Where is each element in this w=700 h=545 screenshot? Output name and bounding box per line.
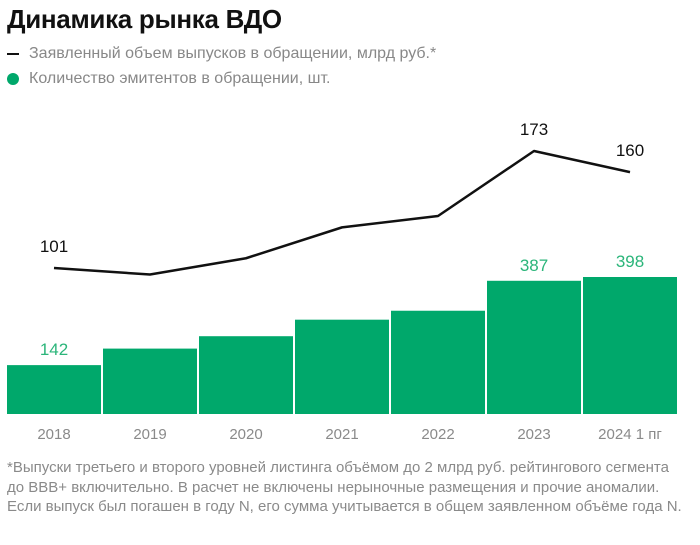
legend-label: Количество эмитентов в обращении, шт. — [29, 70, 331, 87]
bar-2020 — [199, 336, 293, 414]
line-label: 173 — [520, 120, 548, 139]
bar-label: 387 — [520, 256, 548, 275]
bar-2018 — [7, 365, 101, 414]
bar-2022 — [391, 310, 485, 414]
chart-title: Динамика рынка ВДО — [7, 4, 282, 34]
x-tick-label: 2021 — [325, 426, 358, 443]
bar-2021 — [295, 319, 389, 414]
line-label: 101 — [40, 237, 68, 256]
bar-label: 142 — [40, 340, 68, 359]
bar-2019 — [103, 348, 197, 414]
legend-label: Заявленный объем выпусков в обращении, м… — [29, 45, 437, 62]
x-tick-label: 2018 — [37, 426, 70, 443]
footnote: *Выпуски третьего и второго уровней лист… — [7, 459, 682, 515]
chart: 142 2018 2019 2020 2021 2022 387 2023 398 2024 1 … — [7, 120, 677, 443]
legend-item-volume: Заявленный объем выпусков в обращении, м… — [7, 45, 436, 63]
line-marker-icon — [7, 53, 19, 55]
line-label: 160 — [616, 141, 644, 160]
x-tick-label: 2024 1 пг — [598, 426, 662, 443]
x-tick-label: 2019 — [133, 426, 166, 443]
bar-2023 — [487, 280, 581, 414]
bar-label: 398 — [616, 252, 644, 271]
x-tick-label: 2023 — [517, 426, 550, 443]
x-tick-label: 2020 — [229, 426, 262, 443]
dot-marker-icon — [7, 73, 19, 85]
bar-2024 1 пг — [583, 277, 677, 414]
legend-item-issuers: Количество эмитентов в обращении, шт. — [7, 70, 330, 88]
x-tick-label: 2022 — [421, 426, 454, 443]
